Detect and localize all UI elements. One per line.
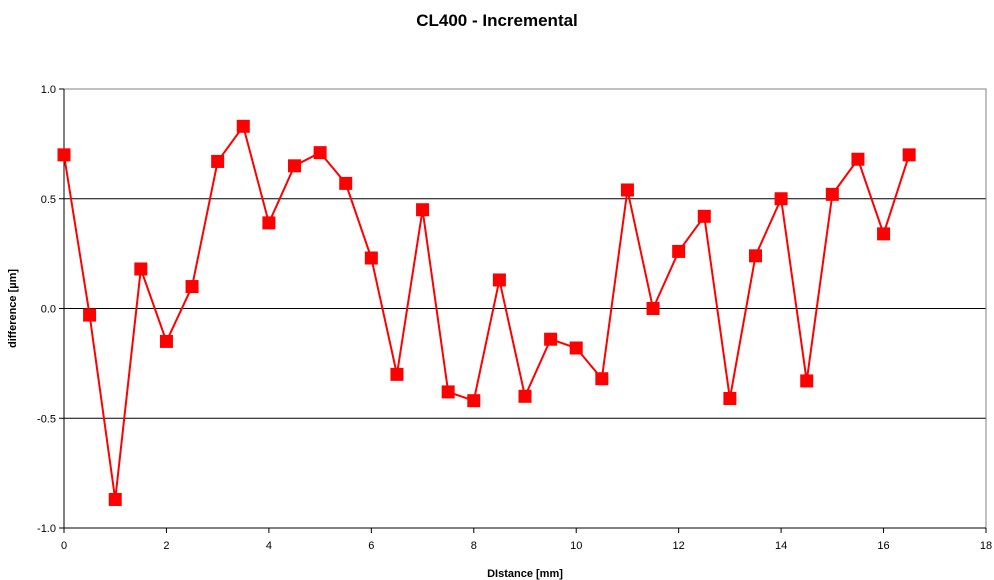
data-point-marker: [825, 187, 839, 201]
data-point-marker: [723, 391, 737, 405]
data-point-marker: [159, 334, 173, 348]
data-point-marker: [851, 152, 865, 166]
x-tick-label: 18: [980, 540, 992, 552]
data-point-marker: [108, 492, 122, 506]
data-point-marker: [236, 119, 250, 133]
y-tick-label: 0.0: [41, 304, 56, 316]
x-axis-title: DIstance [mm]: [487, 568, 563, 580]
data-point-marker: [364, 251, 378, 265]
data-point-marker: [902, 148, 916, 162]
x-tick-label: 16: [877, 540, 889, 552]
data-point-marker: [672, 244, 686, 258]
x-tick-label: 12: [673, 540, 685, 552]
data-point-marker: [313, 146, 327, 160]
data-point-marker: [83, 308, 97, 322]
data-point-marker: [288, 159, 301, 173]
data-point-marker: [646, 302, 660, 315]
data-point-marker: [211, 154, 225, 168]
data-point-marker: [620, 183, 634, 197]
x-tick-label: 8: [471, 540, 477, 552]
x-tick-label: 10: [570, 540, 582, 552]
data-point-marker: [749, 249, 762, 263]
y-tick-label: -1.0: [37, 523, 56, 535]
tick-labels: 0 2 4 6 8 10 12 14 16 18 -1.0 -0.5 0.0 0.5 1.0: [37, 84, 992, 552]
y-tick-label: 1.0: [41, 84, 56, 96]
data-point-marker: [697, 209, 711, 223]
y-axis-title: difference [µm]: [7, 269, 19, 348]
data-point-marker: [57, 148, 71, 162]
data-point-marker: [262, 216, 276, 230]
chart-title: CL400 - Incremental: [416, 11, 578, 30]
data-point-marker: [595, 372, 609, 386]
data-point-marker: [518, 389, 532, 403]
data-point-marker: [800, 374, 814, 388]
data-series: [57, 119, 916, 506]
x-tick-label: 6: [368, 540, 374, 552]
y-tick-label: 0.5: [41, 194, 56, 206]
data-point-marker: [544, 332, 558, 346]
data-point-marker: [569, 341, 583, 355]
data-point-marker: [416, 203, 430, 217]
y-tick-label: -0.5: [37, 413, 56, 425]
data-point-marker: [339, 176, 353, 190]
x-tick-label: 4: [266, 540, 272, 552]
x-tick-label: 14: [775, 540, 787, 552]
data-point-marker: [390, 367, 404, 381]
data-point-marker: [134, 262, 148, 276]
data-point-marker: [774, 192, 788, 206]
data-point-marker: [492, 273, 506, 287]
data-point-marker: [185, 280, 199, 294]
data-point-marker: [877, 227, 891, 241]
series-line: [63, 125, 911, 501]
x-tick-label: 2: [163, 540, 169, 552]
data-point-marker: [441, 385, 455, 399]
x-tick-label: 0: [61, 540, 67, 552]
data-point-marker: [467, 394, 481, 408]
